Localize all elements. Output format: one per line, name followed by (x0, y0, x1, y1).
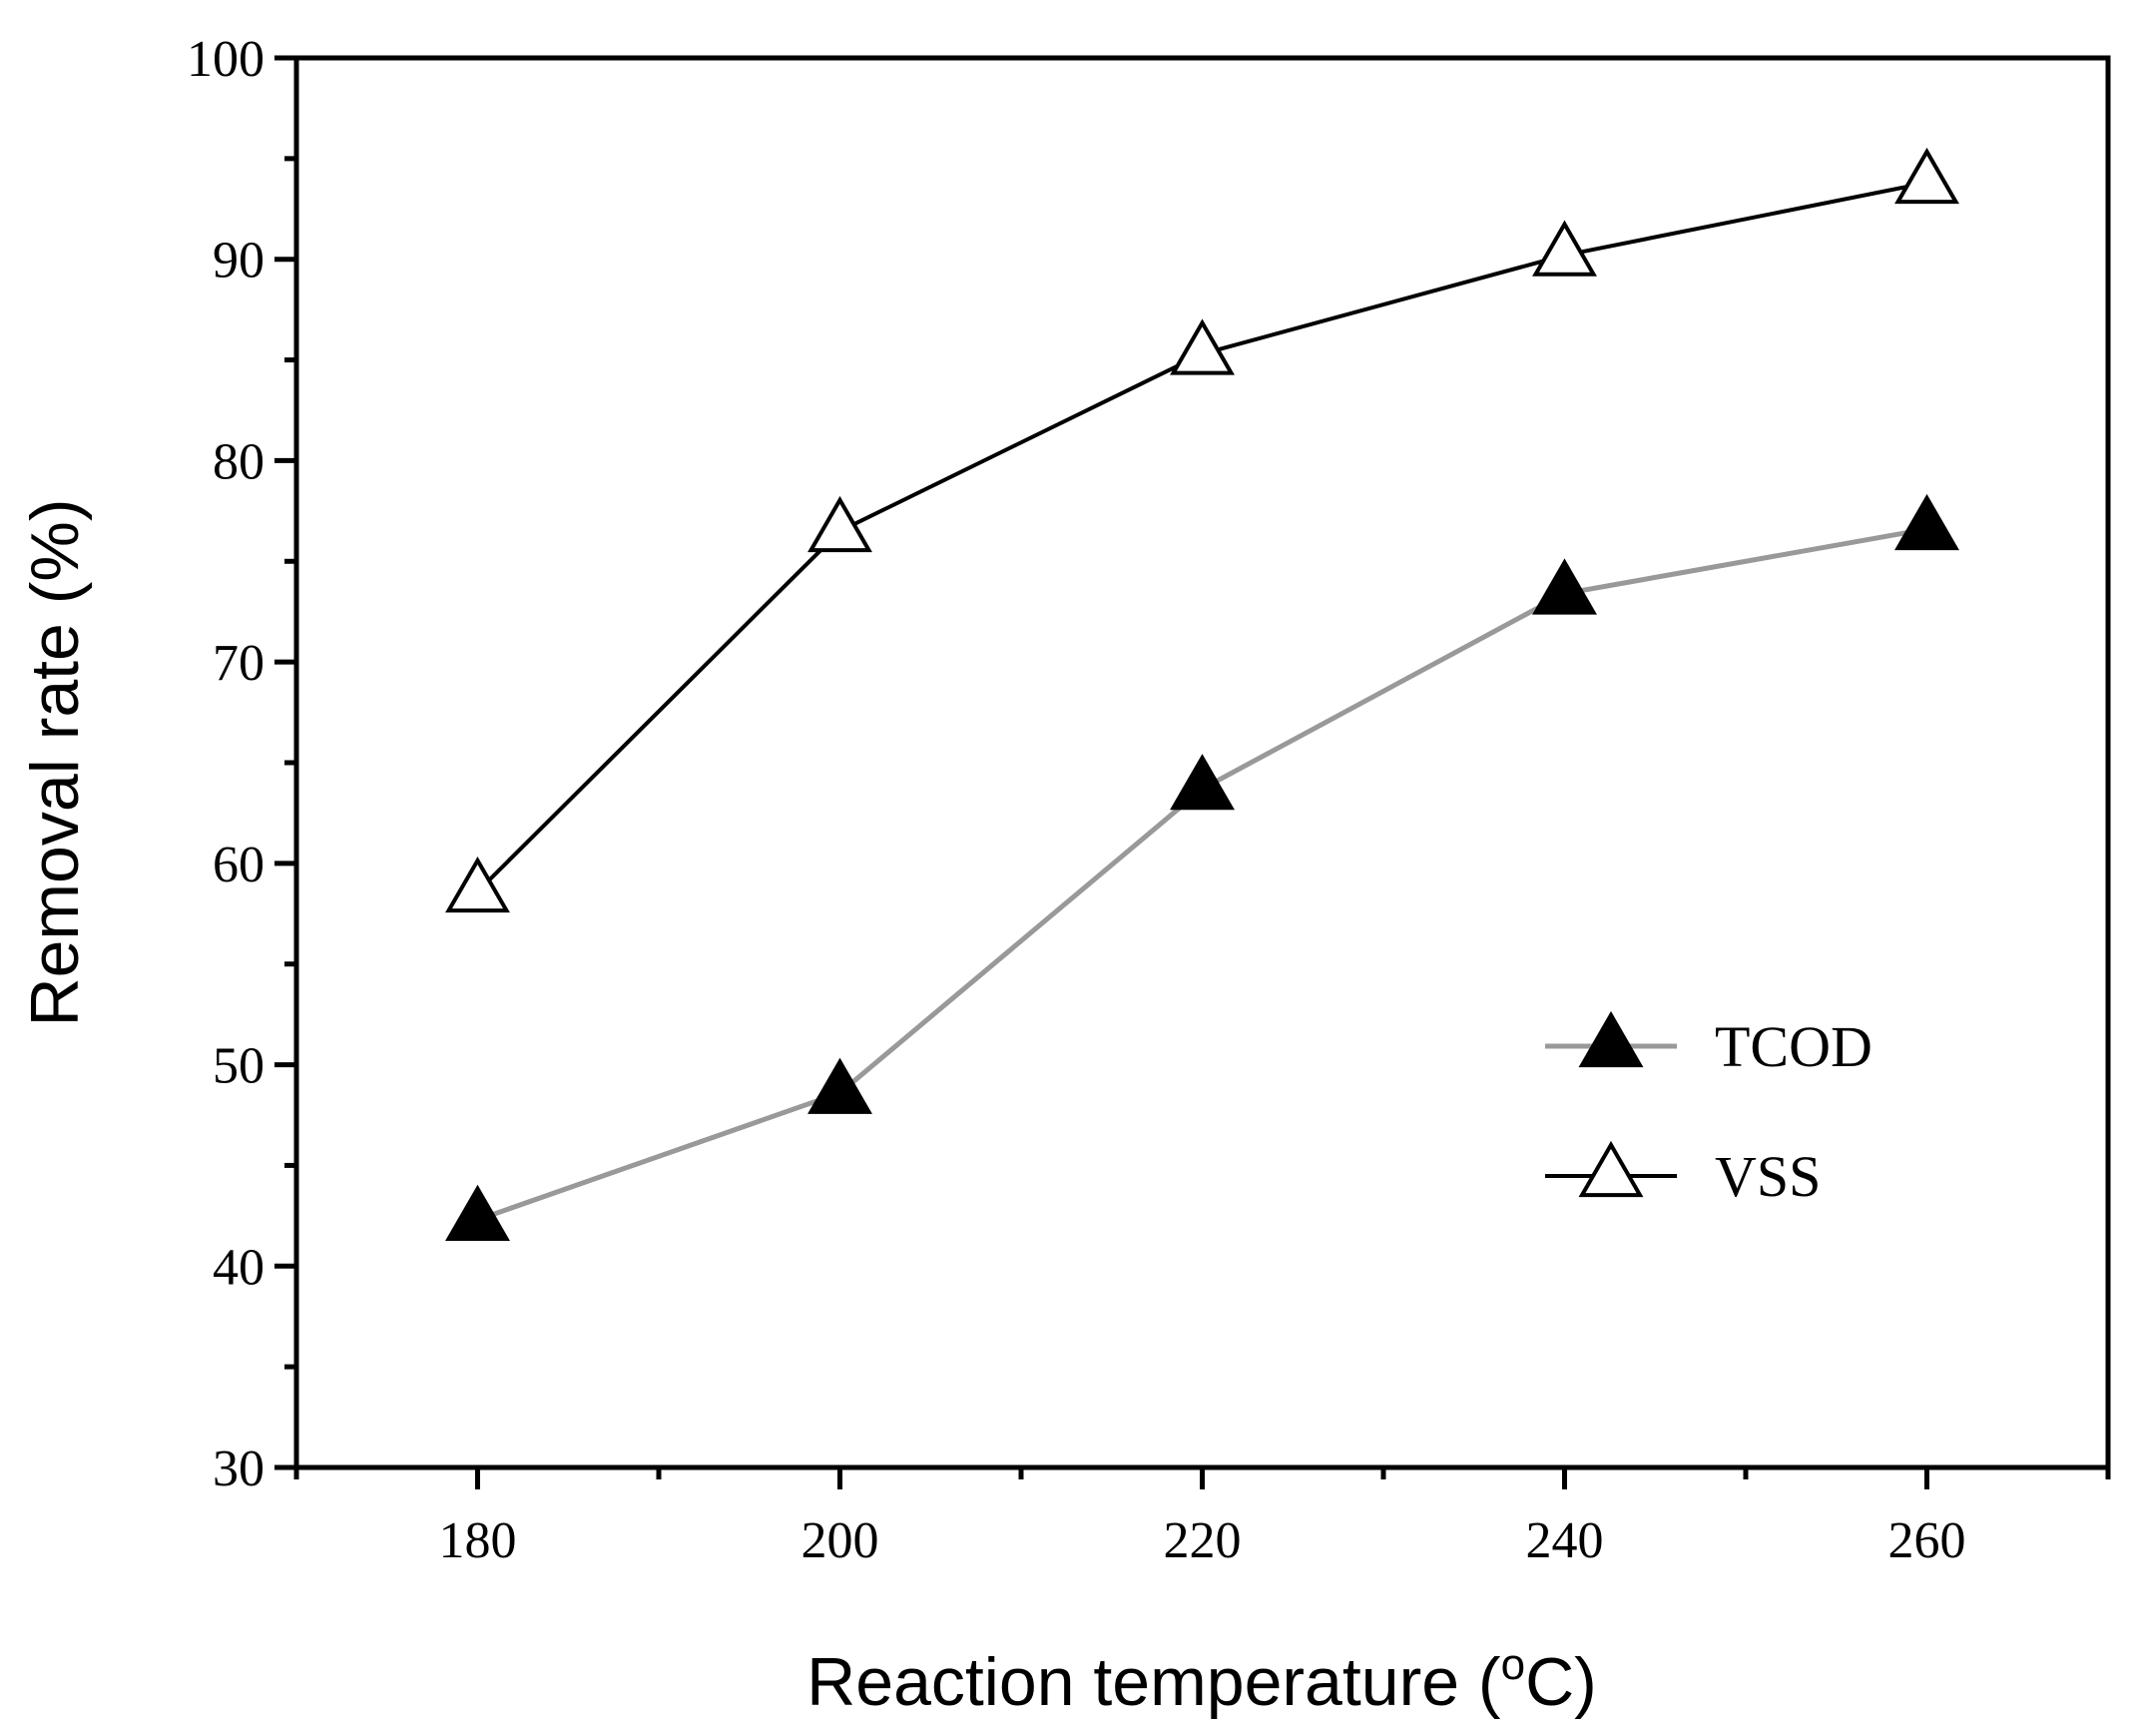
axis-ticks (274, 55, 2111, 1489)
x-tick-label: 180 (439, 1512, 517, 1569)
x-axis-title-superscript: o (1501, 1640, 1525, 1689)
data-point-vss (1894, 147, 1959, 205)
y-tick-label: 100 (187, 31, 265, 88)
data-point-tcod (807, 1057, 872, 1114)
legend-label-vss: VSS (1715, 1144, 1821, 1209)
data-point-vss (807, 495, 872, 553)
data-point-tcod (1170, 754, 1235, 811)
y-tick-label: 60 (213, 837, 265, 893)
y-axis-title: Removal rate (%) (17, 498, 93, 1026)
series-vss (445, 147, 1959, 913)
y-tick-label: 30 (213, 1441, 265, 1497)
legend: TCOD VSS (1545, 1010, 1872, 1209)
series-layer (445, 147, 1959, 1241)
y-tick-label: 40 (213, 1239, 265, 1296)
y-tick-label: 90 (213, 233, 265, 289)
legend-marker-vss (1578, 1140, 1644, 1198)
data-point-vss (1170, 318, 1235, 375)
legend-item-vss: VSS (1545, 1140, 1821, 1209)
x-axis-title-main: Reaction temperature ( (806, 1644, 1501, 1720)
data-point-vss (1532, 220, 1597, 277)
x-tick-label: 220 (1164, 1512, 1242, 1569)
y-tick-label: 50 (213, 1038, 265, 1095)
y-tick-label: 70 (213, 635, 265, 692)
legend-marker-tcod (1578, 1010, 1644, 1068)
axis-tick-labels: 30 40 50 60 70 80 90 100 180 200 220 240 260 (187, 31, 1966, 1569)
data-point-tcod (445, 1184, 510, 1241)
series-tcod (445, 493, 1959, 1241)
data-point-tcod (1532, 558, 1597, 615)
legend-item-tcod: TCOD (1545, 1010, 1872, 1079)
data-point-tcod (1894, 493, 1959, 551)
data-point-vss (445, 856, 510, 913)
x-axis-title-suffix: C) (1525, 1644, 1597, 1720)
x-tick-label: 200 (801, 1512, 879, 1569)
series-line-tcod (476, 526, 1927, 1223)
legend-label-tcod: TCOD (1715, 1014, 1872, 1079)
x-axis-title: Reaction temperature (oC) (806, 1640, 1597, 1720)
x-tick-label: 240 (1526, 1512, 1604, 1569)
y-tick-label: 80 (213, 433, 265, 490)
x-tick-label: 260 (1888, 1512, 1966, 1569)
